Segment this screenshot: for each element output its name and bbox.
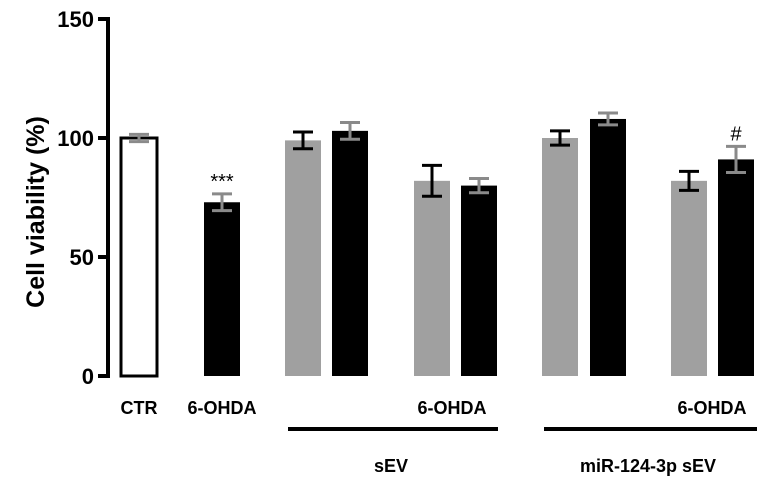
sub-label-mir-6ohda: 6-OHDA [677, 398, 746, 418]
bars: CTR *** 6-OHDA # [119, 111, 754, 418]
bar-6 [542, 138, 578, 376]
bar-9 [718, 159, 754, 376]
annotation-9: # [730, 123, 742, 145]
axes: 0 50 100 150 [57, 7, 110, 389]
group-label-mir: miR-124-3p sEV [580, 456, 716, 476]
bar-3 [332, 130, 368, 376]
bar-0 [119, 136, 159, 378]
bar-1 [204, 202, 240, 376]
category-label-0: CTR [121, 398, 158, 418]
group-label-sev: sEV [374, 456, 408, 476]
bar-7 [590, 118, 626, 377]
y-axis-label: Cell viability (%) [22, 116, 50, 308]
bar-2 [285, 140, 321, 376]
category-label-1: 6-OHDA [187, 398, 256, 418]
y-tick-label-0: 0 [82, 364, 94, 389]
y-tick-label-2: 100 [57, 126, 94, 151]
bar-5 [461, 185, 497, 376]
sub-label-sev-6ohda: 6-OHDA [417, 398, 486, 418]
annotation-1: *** [210, 171, 234, 193]
y-tick-label-3: 150 [57, 7, 94, 32]
bar-4 [414, 180, 450, 376]
bar-8 [671, 180, 707, 376]
y-tick-label-1: 50 [70, 245, 94, 270]
